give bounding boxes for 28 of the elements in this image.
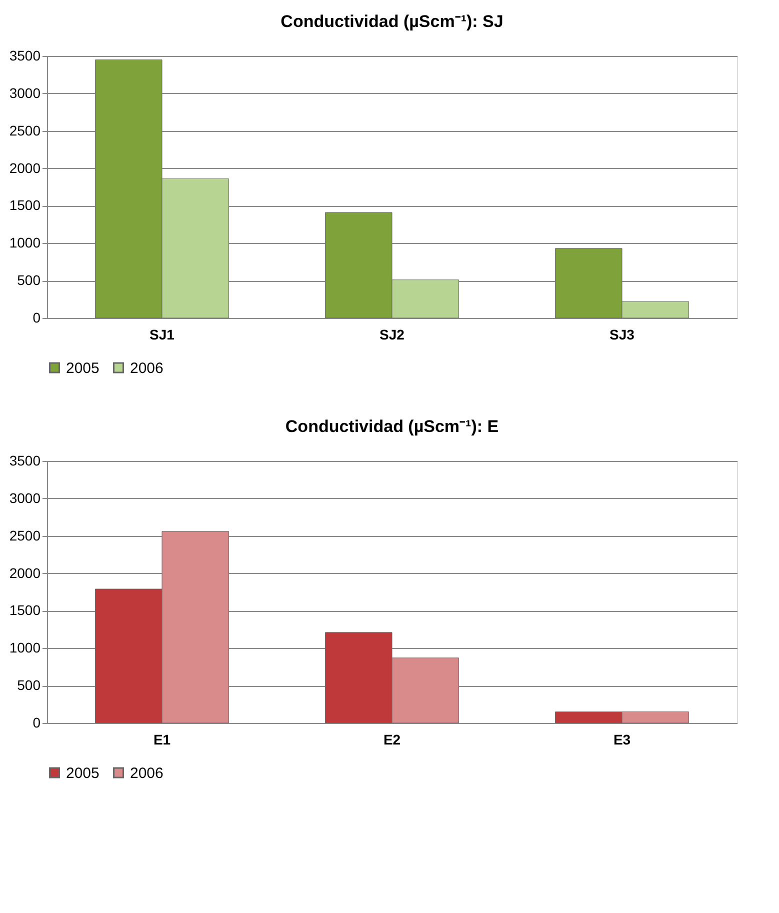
y-tick-label: 3000 (9, 84, 41, 101)
x-tick-label: SJ1 (150, 326, 175, 342)
y-tick-label: 500 (17, 272, 41, 288)
x-tick-label: SJ2 (380, 326, 405, 342)
x-tick-label: E1 (153, 732, 171, 748)
legend-label: 2005 (66, 360, 100, 377)
y-tick-label: 3000 (9, 490, 41, 506)
y-tick-label: 2000 (9, 564, 41, 581)
legend-label: 2006 (130, 764, 164, 782)
x-tick-label: SJ3 (610, 326, 635, 342)
y-tick-label: 0 (32, 714, 41, 730)
y-tick-label: 1000 (9, 234, 41, 251)
legend-label: 2006 (130, 360, 164, 377)
y-tick-label: 1500 (9, 197, 41, 214)
y-tick-label: 2500 (9, 527, 41, 544)
y-tick-label: 500 (17, 677, 41, 694)
y-tick-label: 3500 (9, 48, 41, 64)
y-tick-label: 3500 (9, 452, 41, 468)
y-tick-label: 1500 (9, 602, 41, 618)
y-tick-label: 0 (32, 310, 41, 326)
x-tick-label: E2 (383, 732, 401, 748)
chart-title: Conductividad (µScm⁻¹): E (285, 417, 499, 436)
x-tick-label: E3 (613, 732, 631, 748)
legend-label: 2005 (66, 764, 100, 782)
chart-title: Conductividad (µScm⁻¹): SJ (280, 12, 504, 31)
y-tick-label: 1000 (9, 640, 41, 656)
y-tick-label: 2000 (9, 160, 41, 176)
y-tick-label: 2500 (9, 122, 41, 138)
